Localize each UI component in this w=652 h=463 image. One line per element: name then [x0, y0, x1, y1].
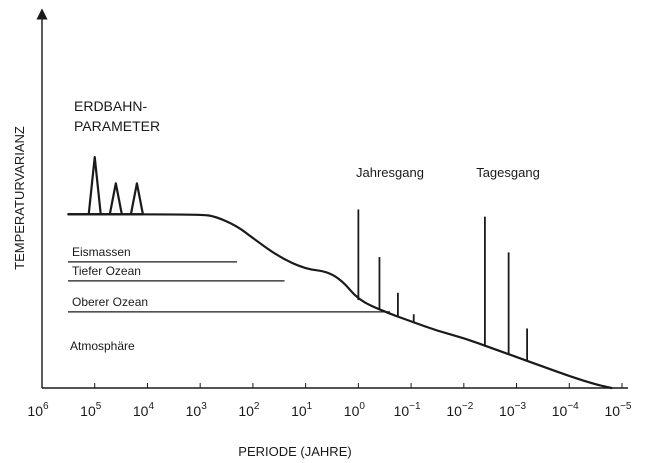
annual-cycle-label: Jahresgang: [356, 165, 424, 180]
spectrum-curve: [67, 213, 613, 390]
orbital-parameter-label-line-2: PARAMETER: [74, 118, 160, 134]
x-tick-label: 106: [27, 401, 49, 419]
x-tick-label: 103: [186, 401, 208, 419]
x-tick-label: 100: [344, 401, 366, 419]
x-tick-label: 10−4: [552, 401, 579, 419]
x-tick-label: 10−5: [605, 401, 632, 419]
orbital-peaks-curve: [67, 156, 145, 216]
orbital-parameter-label-line-1: ERDBAHN-: [74, 98, 147, 114]
x-axis-label: PERIODE (JAHRE): [238, 444, 351, 459]
x-tick-label: 102: [238, 401, 260, 419]
reservoir-reference-lines: Eismassen Tiefer Ozean Oberer Ozean: [68, 245, 390, 313]
daily-cycle-label: Tagesgang: [476, 165, 540, 180]
x-axis-ticks: 106 105 104 103 102 101 100 10−1 10−2 10−3 10−4 10−…: [27, 383, 632, 419]
x-tick-label: 105: [80, 401, 102, 419]
x-tick-label: 104: [133, 401, 155, 419]
y-axis-label: TEMPERATURVARIANZ: [12, 126, 27, 270]
reservoir-label: Eismassen: [72, 245, 131, 259]
reservoir-label: Oberer Ozean: [72, 295, 148, 309]
x-tick-label: 10−1: [394, 401, 421, 419]
x-tick-label: 10−3: [499, 401, 526, 419]
reservoir-label: Tiefer Ozean: [72, 264, 141, 278]
atmosphere-label: Atmosphäre: [70, 339, 135, 353]
spectral-lines: [357, 209, 528, 361]
x-tick-label: 10−2: [446, 401, 473, 419]
x-tick-label: 101: [291, 401, 313, 419]
